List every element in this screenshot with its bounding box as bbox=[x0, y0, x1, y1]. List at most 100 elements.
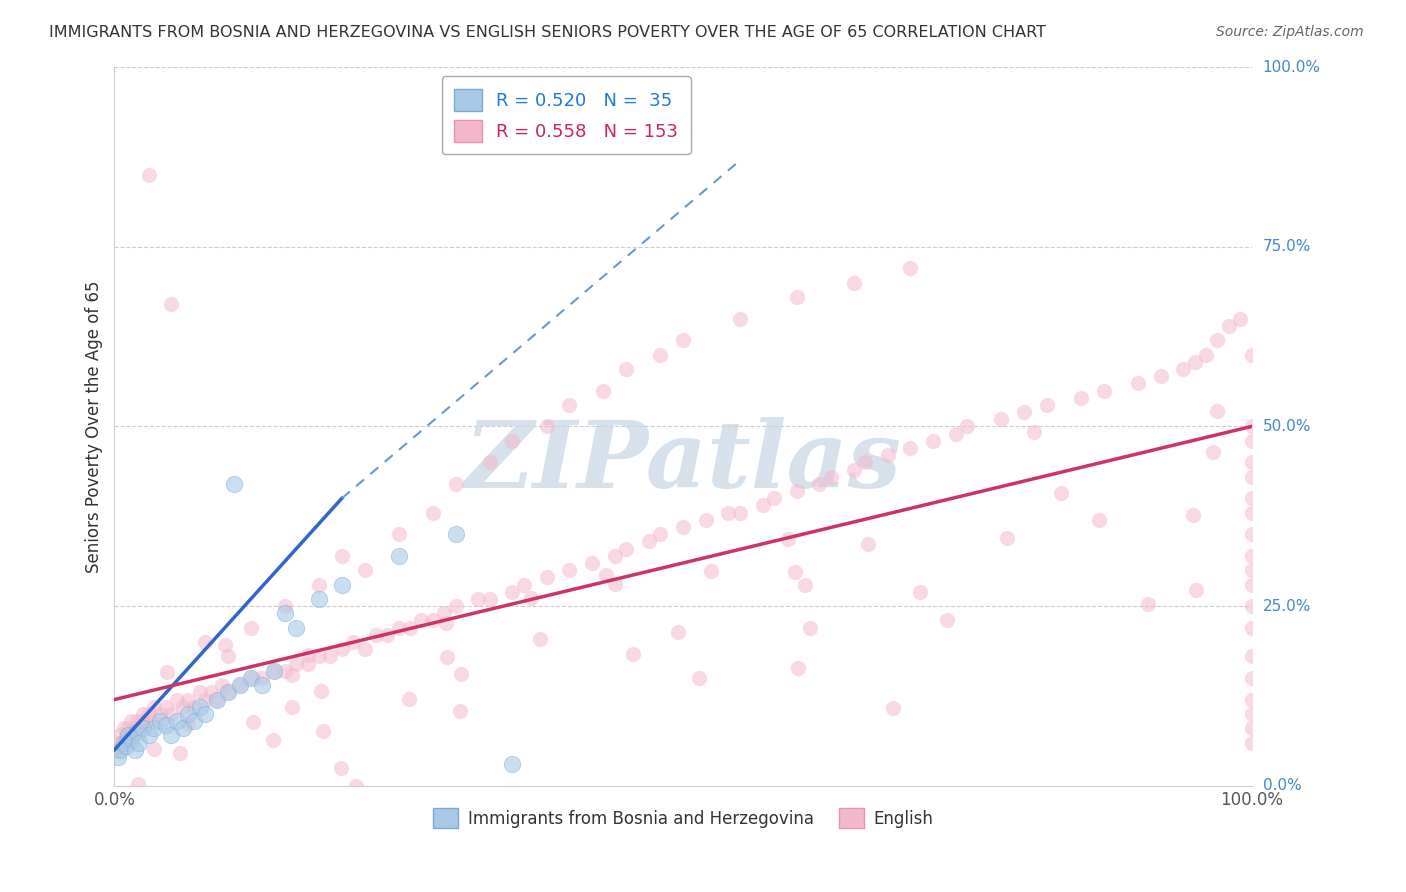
Point bbox=[434, 615, 457, 630]
Point bbox=[1126, 376, 1149, 391]
Point bbox=[1036, 398, 1059, 412]
Point bbox=[388, 621, 411, 635]
Point bbox=[121, 732, 143, 747]
Point bbox=[228, 678, 250, 692]
Point bbox=[1184, 582, 1206, 597]
Point bbox=[478, 455, 501, 469]
Point bbox=[1229, 311, 1251, 326]
Point bbox=[263, 664, 285, 678]
Point bbox=[183, 714, 205, 728]
Point bbox=[217, 649, 239, 664]
Point bbox=[127, 777, 149, 791]
Point bbox=[194, 635, 217, 649]
Point bbox=[388, 527, 411, 541]
Point bbox=[450, 667, 472, 681]
Point bbox=[728, 311, 751, 326]
Point bbox=[172, 721, 194, 735]
Point bbox=[1070, 391, 1092, 405]
Point bbox=[330, 577, 353, 591]
Point bbox=[121, 729, 143, 743]
Point bbox=[876, 448, 898, 462]
Point bbox=[127, 724, 149, 739]
Text: 100.0%: 100.0% bbox=[1263, 60, 1320, 75]
Point bbox=[1240, 419, 1263, 434]
Point bbox=[717, 506, 740, 520]
Point bbox=[239, 671, 262, 685]
Text: 0.0%: 0.0% bbox=[1263, 779, 1302, 793]
Point bbox=[121, 714, 143, 728]
Point bbox=[143, 721, 166, 735]
Point bbox=[155, 699, 177, 714]
Point bbox=[956, 419, 979, 434]
Point bbox=[297, 657, 319, 671]
Point bbox=[399, 621, 422, 635]
Point bbox=[787, 661, 810, 675]
Point bbox=[342, 635, 364, 649]
Point bbox=[364, 628, 387, 642]
Point bbox=[1050, 486, 1073, 500]
Point bbox=[330, 642, 353, 657]
Point bbox=[228, 678, 250, 692]
Point bbox=[1240, 455, 1263, 469]
Point bbox=[127, 714, 149, 728]
Point bbox=[128, 721, 150, 735]
Text: ZIPatlas: ZIPatlas bbox=[464, 417, 901, 508]
Point bbox=[143, 699, 166, 714]
Point bbox=[900, 261, 922, 276]
Point bbox=[1137, 597, 1160, 611]
Point bbox=[177, 706, 200, 721]
Y-axis label: Seniors Poverty Over the Age of 65: Seniors Poverty Over the Age of 65 bbox=[86, 280, 103, 573]
Point bbox=[908, 585, 931, 599]
Point bbox=[444, 477, 467, 491]
Point bbox=[274, 599, 297, 614]
Point bbox=[411, 614, 433, 628]
Point bbox=[188, 685, 211, 699]
Point bbox=[478, 591, 501, 606]
Point bbox=[501, 757, 523, 772]
Point bbox=[217, 685, 239, 699]
Point bbox=[398, 691, 420, 706]
Point bbox=[1201, 445, 1223, 459]
Point bbox=[353, 642, 375, 657]
Point bbox=[108, 743, 131, 757]
Point bbox=[614, 541, 637, 556]
Point bbox=[252, 678, 274, 692]
Point bbox=[115, 736, 138, 750]
Point bbox=[842, 276, 865, 290]
Point bbox=[194, 706, 217, 721]
Point bbox=[118, 729, 141, 743]
Point bbox=[1195, 348, 1218, 362]
Point bbox=[856, 537, 879, 551]
Point bbox=[650, 527, 672, 541]
Point bbox=[467, 591, 489, 606]
Point bbox=[330, 760, 353, 774]
Point bbox=[138, 706, 160, 721]
Point bbox=[166, 692, 188, 706]
Point bbox=[794, 578, 817, 592]
Point bbox=[330, 549, 353, 563]
Point bbox=[1240, 527, 1263, 541]
Point bbox=[621, 647, 644, 661]
Point bbox=[422, 614, 444, 628]
Point bbox=[142, 741, 165, 756]
Point bbox=[672, 333, 695, 347]
Point bbox=[614, 362, 637, 376]
Text: IMMIGRANTS FROM BOSNIA AND HERZEGOVINA VS ENGLISH SENIORS POVERTY OVER THE AGE O: IMMIGRANTS FROM BOSNIA AND HERZEGOVINA V… bbox=[49, 25, 1046, 40]
Point bbox=[239, 671, 262, 685]
Point bbox=[444, 527, 467, 541]
Point bbox=[309, 683, 332, 698]
Point bbox=[262, 732, 284, 747]
Point bbox=[1240, 434, 1263, 448]
Point bbox=[501, 434, 523, 448]
Point bbox=[1206, 333, 1229, 347]
Point bbox=[728, 506, 751, 520]
Point bbox=[344, 779, 367, 793]
Point bbox=[1088, 513, 1111, 527]
Point bbox=[853, 455, 876, 469]
Point bbox=[1240, 348, 1263, 362]
Point bbox=[444, 599, 467, 614]
Point bbox=[842, 462, 865, 476]
Point bbox=[308, 577, 330, 591]
Point bbox=[131, 714, 153, 728]
Point bbox=[529, 632, 551, 647]
